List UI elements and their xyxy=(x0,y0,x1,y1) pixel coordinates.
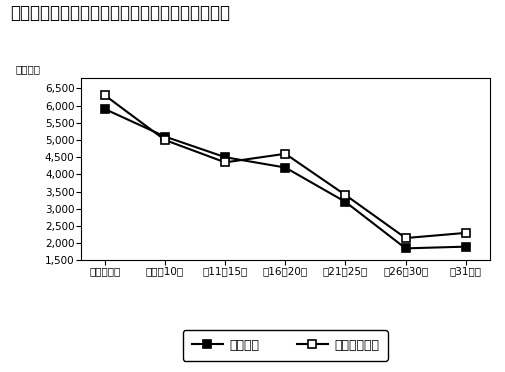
成約物件 xyxy=(162,134,168,139)
成約物件 xyxy=(463,244,469,249)
Line: 新規登録物件: 新規登録物件 xyxy=(100,91,470,242)
新規登録物件 xyxy=(463,231,469,235)
新規登録物件 xyxy=(402,236,409,240)
Text: 図表６－１　中古マンションの築年帯別平均価格: 図表６－１ 中古マンションの築年帯別平均価格 xyxy=(10,4,230,22)
成約物件 xyxy=(282,165,288,170)
成約物件 xyxy=(342,200,348,204)
Legend: 成約物件, 新規登録物件: 成約物件, 新規登録物件 xyxy=(183,330,388,361)
Y-axis label: （万円）: （万円） xyxy=(15,64,40,74)
成約物件 xyxy=(402,246,409,251)
新規登録物件 xyxy=(162,138,168,142)
Line: 成約物件: 成約物件 xyxy=(100,105,470,253)
新規登録物件 xyxy=(282,151,288,156)
成約物件 xyxy=(102,107,108,111)
新規登録物件 xyxy=(342,193,348,197)
新規登録物件 xyxy=(222,160,228,165)
成約物件 xyxy=(222,155,228,160)
新規登録物件 xyxy=(102,93,108,97)
